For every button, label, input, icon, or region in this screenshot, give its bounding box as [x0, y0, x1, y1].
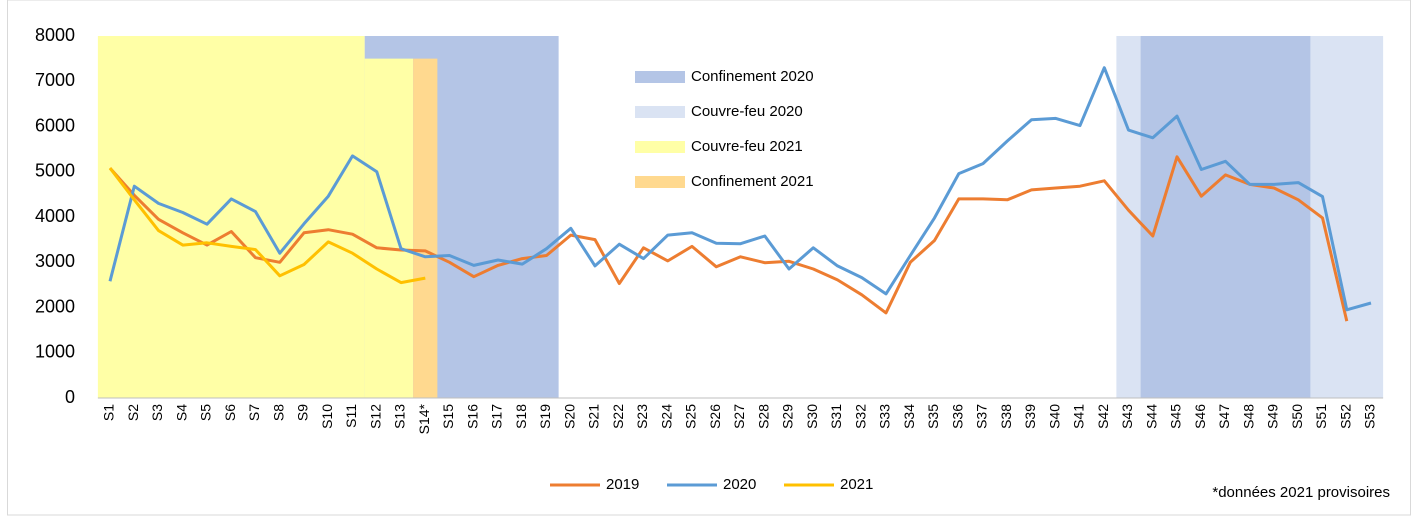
x-tick-label: S40 — [1046, 404, 1062, 429]
footnote: *données 2021 provisoires — [1212, 484, 1390, 501]
x-tick-label: S33 — [877, 404, 893, 429]
x-tick-label: S44 — [1143, 404, 1159, 429]
y-tick-label: 7000 — [35, 70, 75, 90]
x-tick-label: S7 — [246, 404, 262, 421]
x-tick-label: S21 — [586, 404, 602, 429]
region — [413, 58, 438, 398]
x-tick-label: S36 — [949, 404, 965, 429]
x-tick-label: S24 — [658, 404, 674, 429]
x-tick-label: S14* — [416, 403, 432, 434]
y-tick-label: 5000 — [35, 161, 75, 181]
y-tick-label: 1000 — [35, 342, 75, 362]
y-tick-label: 6000 — [35, 115, 75, 135]
x-tick-label: S20 — [561, 404, 577, 429]
legend-swatch — [635, 71, 685, 83]
x-tick-label: S13 — [392, 404, 408, 429]
x-tick-label: S42 — [1095, 404, 1111, 429]
x-tick-label: S47 — [1216, 404, 1232, 429]
x-tick-label: S30 — [804, 404, 820, 429]
x-tick-label: S29 — [780, 404, 796, 429]
x-tick-label: S34 — [901, 404, 917, 429]
series-line — [108, 155, 1349, 322]
series-line — [108, 66, 1372, 312]
region — [97, 36, 365, 398]
x-tick-label: S8 — [270, 404, 286, 421]
x-tick-label: S53 — [1362, 404, 1378, 429]
x-tick-label: S43 — [1119, 404, 1135, 429]
x-tick-label: S48 — [1240, 404, 1256, 429]
x-tick-label: S51 — [1313, 404, 1329, 429]
x-tick-label: S32 — [852, 404, 868, 429]
x-tick-label: S46 — [1192, 404, 1208, 429]
legend-label: 2019 — [606, 476, 639, 493]
x-tick-label: S49 — [1265, 404, 1281, 429]
x-tick-label: S41 — [1071, 404, 1087, 429]
x-tick-label: S2 — [125, 404, 141, 421]
y-tick-label: 8000 — [35, 25, 75, 45]
x-tick-label: S27 — [731, 404, 747, 429]
x-tick-label: S39 — [1022, 404, 1038, 429]
legend-swatch — [635, 176, 685, 188]
x-tick-label: S10 — [319, 404, 335, 429]
legend-swatch — [635, 141, 685, 153]
x-tick-label: S31 — [828, 404, 844, 429]
x-tick-label: S23 — [634, 404, 650, 429]
y-tick-label: 2000 — [35, 296, 75, 316]
y-tick-label: 0 — [65, 387, 75, 407]
y-tick-label: 3000 — [35, 251, 75, 271]
x-tick-label: S1 — [101, 404, 117, 421]
x-tick-label: S5 — [198, 404, 214, 421]
x-tick-label: S11 — [343, 404, 359, 428]
series-line — [108, 167, 426, 285]
x-tick-label: S50 — [1289, 404, 1305, 429]
x-tick-label: S3 — [149, 404, 165, 421]
x-tick-label: S15 — [440, 404, 456, 429]
x-tick-label: S28 — [755, 404, 771, 429]
x-tick-label: S38 — [998, 404, 1014, 429]
region — [364, 58, 414, 398]
x-tick-label: S18 — [513, 404, 529, 429]
x-tick-label: S26 — [707, 404, 723, 429]
y-tick-label: 4000 — [35, 206, 75, 226]
x-tick-label: S9 — [295, 404, 311, 421]
legend-label: Couvre-feu 2020 — [691, 103, 803, 120]
legend-label: 2020 — [723, 476, 756, 493]
legend-label: 2021 — [840, 476, 873, 493]
x-tick-label: S22 — [610, 404, 626, 429]
x-tick-label: S45 — [1168, 404, 1184, 429]
x-tick-label: S37 — [974, 404, 990, 429]
legend-label: Couvre-feu 2021 — [691, 138, 803, 155]
x-tick-label: S6 — [222, 404, 238, 421]
x-tick-label: S17 — [489, 404, 505, 429]
chart-frame — [7, 0, 1411, 516]
x-tick-label: S19 — [537, 404, 553, 429]
x-tick-label: S12 — [367, 404, 383, 429]
region — [1140, 36, 1311, 398]
legend-label: Confinement 2020 — [691, 68, 814, 85]
x-tick-label: S16 — [464, 404, 480, 429]
x-tick-label: S4 — [173, 404, 189, 421]
legend-swatch — [635, 106, 685, 118]
x-tick-label: S35 — [925, 404, 941, 429]
legend-label: Confinement 2021 — [691, 173, 814, 190]
x-tick-label: S25 — [683, 404, 699, 429]
x-tick-label: S52 — [1337, 404, 1353, 429]
